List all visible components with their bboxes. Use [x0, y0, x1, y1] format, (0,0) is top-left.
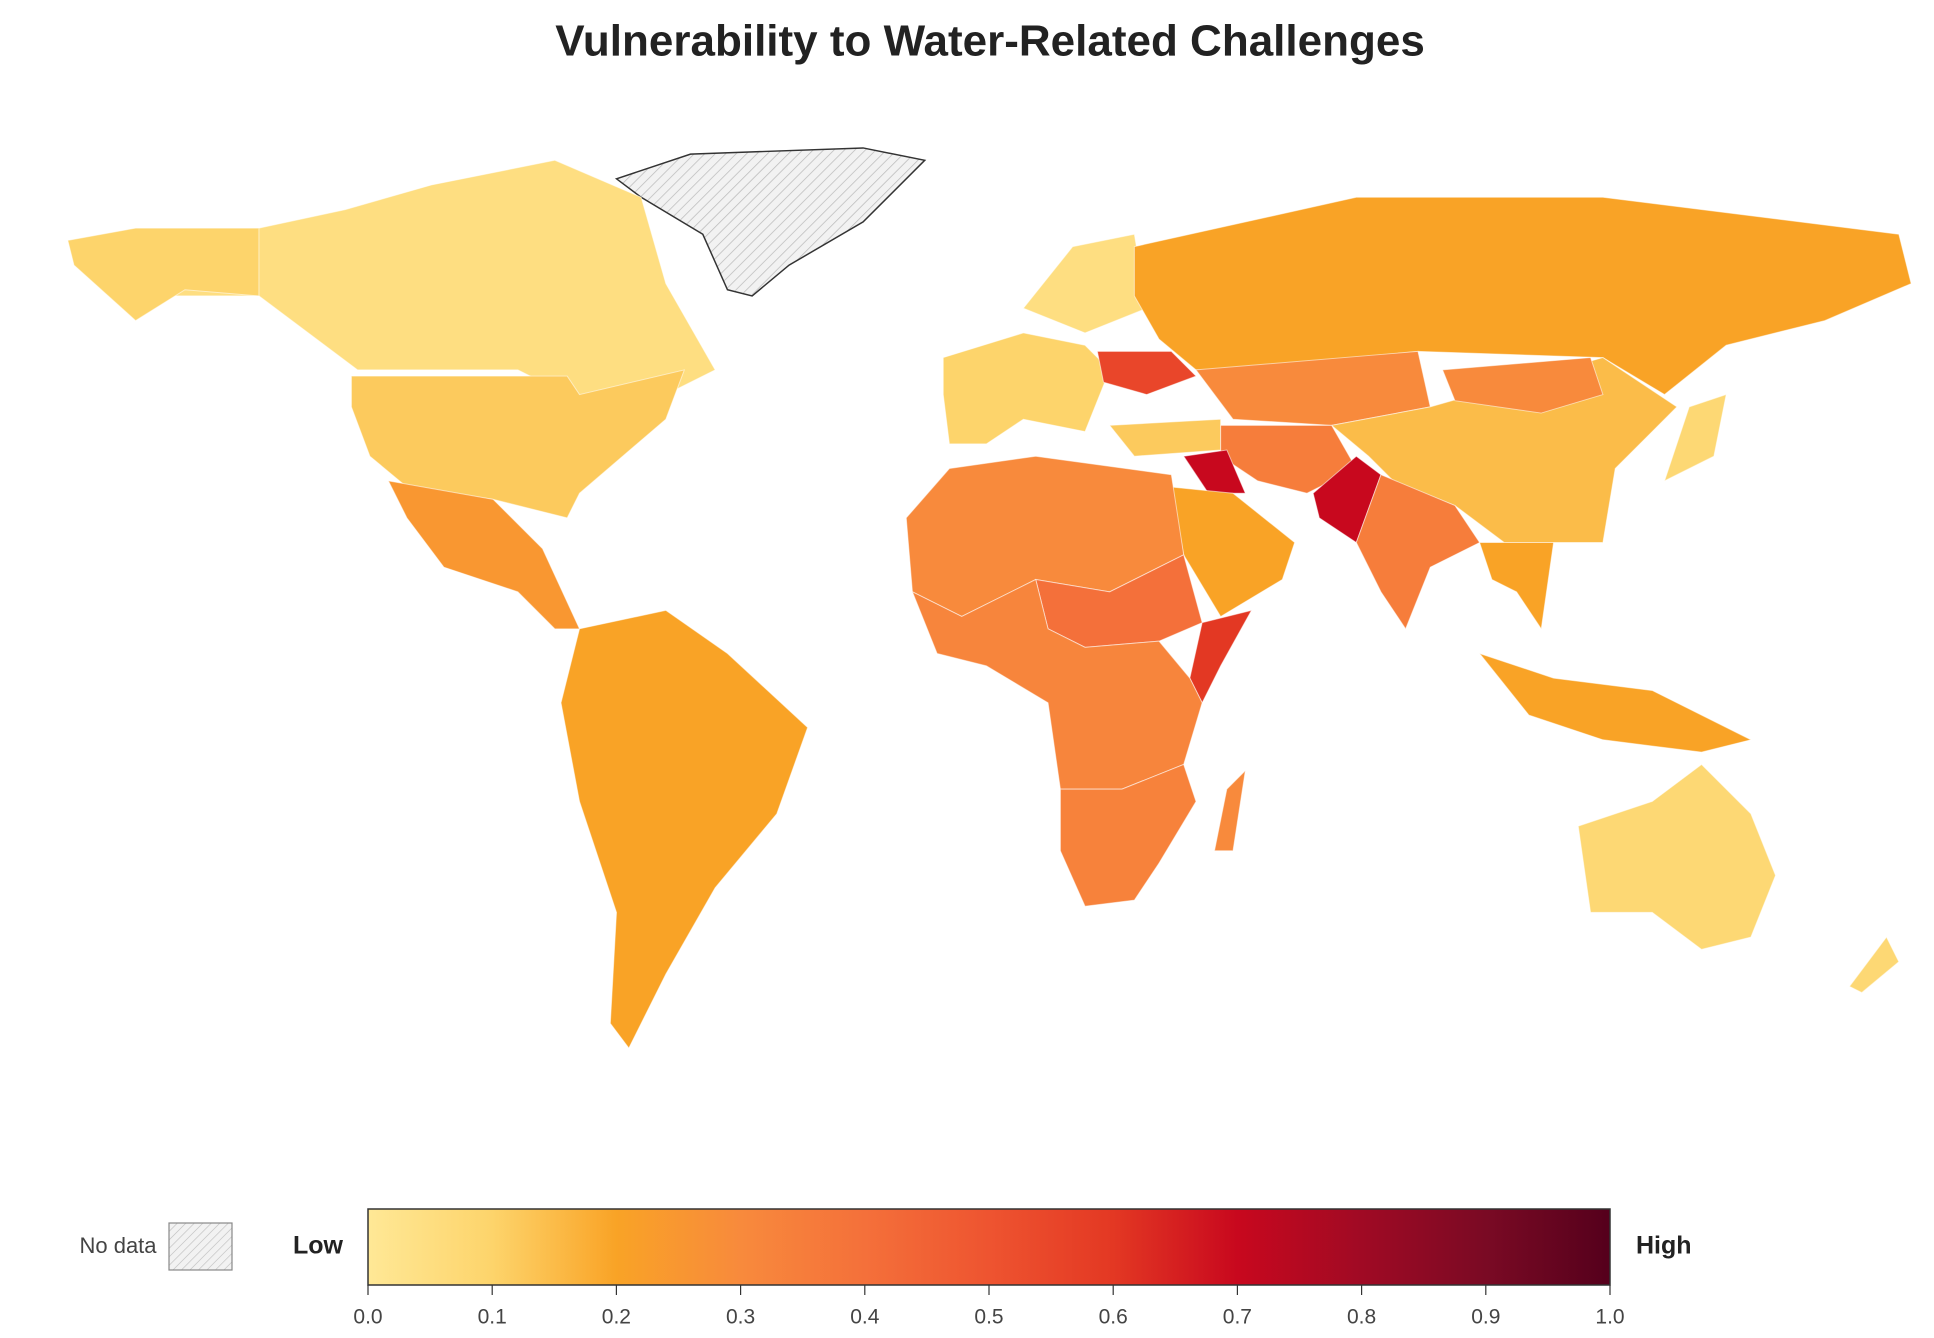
no-data-region	[614, 147, 927, 297]
region	[1441, 357, 1604, 414]
region	[67, 227, 260, 322]
region	[1182, 449, 1247, 494]
color-bar	[367, 1208, 1611, 1286]
no-data-swatch	[168, 1222, 233, 1271]
region	[1478, 542, 1555, 631]
tick-label: 0.5	[974, 1306, 1003, 1329]
region	[1096, 350, 1197, 396]
tick-label: 0.8	[1347, 1306, 1376, 1329]
high-label: High	[1636, 1232, 1692, 1260]
low-label: Low	[293, 1232, 344, 1260]
region	[1478, 652, 1753, 753]
tick-label: 0.4	[850, 1306, 880, 1329]
tick-label: 0.7	[1223, 1306, 1252, 1329]
region	[1213, 769, 1247, 852]
no-data-label: No data	[79, 1233, 157, 1258]
region	[1355, 474, 1481, 630]
region	[1022, 233, 1148, 334]
region	[560, 609, 809, 1049]
tick-label: 0.9	[1471, 1306, 1500, 1329]
region	[1577, 763, 1777, 950]
map	[67, 147, 1912, 1049]
tick-label: 0.6	[1099, 1306, 1128, 1329]
region	[942, 332, 1111, 445]
region	[1108, 418, 1222, 457]
tick-label: 0.1	[478, 1306, 507, 1329]
region	[1663, 393, 1727, 482]
tick-label: 0.2	[602, 1306, 631, 1329]
region	[1189, 609, 1253, 704]
tick-label: 0.0	[353, 1306, 382, 1329]
region	[1133, 196, 1912, 396]
tick-label: 0.3	[726, 1306, 755, 1329]
region	[350, 369, 686, 519]
tick-label: 1.0	[1595, 1306, 1624, 1329]
chart-title: Vulnerability to Water-Related Challenge…	[555, 17, 1425, 66]
region	[387, 480, 581, 630]
region	[911, 578, 1203, 790]
region	[1848, 936, 1900, 994]
region	[1059, 763, 1197, 907]
region	[135, 159, 716, 408]
